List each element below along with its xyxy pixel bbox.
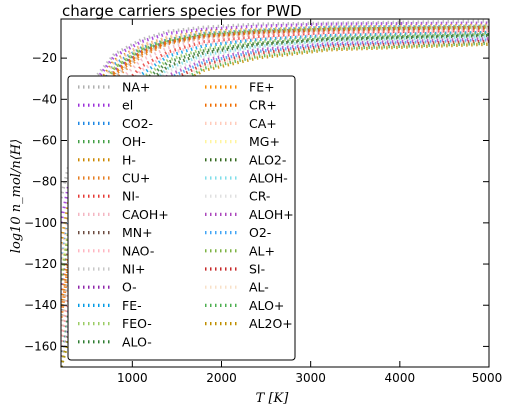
y-tick-label: −160 [24,339,57,353]
legend-label: ALO+ [249,298,284,313]
y-axis-label: log10 n_mol/n⟨H⟩ [9,139,24,253]
x-tick-label: 3000 [295,371,326,385]
series-line-al- [61,25,489,281]
legend-label: H- [122,152,136,167]
legend-label: CO2- [122,116,153,131]
legend-label: CR+ [249,98,277,113]
legend-entry: NA+ [78,80,150,95]
legend-entry: O2- [205,225,271,240]
legend-entry: ALO2- [205,152,286,167]
legend-label: ALO- [122,334,152,349]
legend-label: FE+ [249,80,275,95]
legend-label: FE- [122,298,142,313]
legend-box [67,75,296,361]
legend-entry: CA+ [205,116,277,131]
legend-label: SI- [249,262,265,277]
legend-label: ALO2- [249,152,286,167]
legend-entry: MN+ [78,225,153,240]
legend-label: MN+ [122,225,153,240]
legend-entry: ALOH+ [205,207,294,222]
legend-label: NAO- [122,243,154,258]
legend-entry: NAO- [78,243,154,258]
legend-entry: MG+ [205,134,280,149]
legend-label: CR- [249,189,270,204]
x-tick-label: 5000 [472,371,503,385]
legend-label: NI- [122,189,140,204]
legend-label: OH- [122,134,146,149]
legend-label: O- [122,280,137,295]
legend-label: ALOH- [249,171,288,186]
legend-entry: ALO+ [205,298,284,313]
legend-entry: el [78,98,133,113]
x-axis: 1000 2000 3000 4000 5000 [117,19,502,385]
legend-label: FEO- [122,316,152,331]
y-tick-label: −40 [32,92,57,106]
legend-entry: CAOH+ [78,207,169,222]
plot-frame [60,18,490,368]
y-tick-label: −140 [24,298,57,312]
x-tick-label: 1000 [117,371,148,385]
y-tick-label: −120 [24,257,57,271]
legend-label: NI+ [122,262,146,277]
y-tick-label: −100 [24,216,57,230]
legend-entry: CR- [205,189,270,204]
y-tick-label: −20 [32,51,57,65]
series-line-na- [61,19,489,199]
legend-entry: O- [78,280,137,295]
x-axis-label: T [K] [256,391,290,406]
legend-entry: FEO- [78,316,152,331]
legend-entry: OH- [78,134,146,149]
legend-entry: SI- [205,262,265,277]
legend-label: AL2O+ [249,316,293,331]
legend-entry: ALO- [78,334,152,349]
chart-title: charge carriers species for PWD [62,2,302,20]
legend-entry: AL2O+ [205,316,293,331]
legend-entry: CO2- [78,116,153,131]
y-tick-label: −80 [32,175,57,189]
legend-entry: AL- [205,280,269,295]
legend-label: AL+ [249,243,275,258]
x-tick-label: 2000 [206,371,237,385]
x-tick-label: 4000 [385,371,416,385]
series-line-oh- [61,25,489,285]
legend-label: el [122,98,133,113]
series-line-alo- [61,41,489,367]
legend: NA+ el CO2- OH- H- CU+ NI- CAOH+ MN+ NAO- NI+ O- FE-… [67,75,296,361]
legend-entry: CR+ [205,98,277,113]
legend-label: CU+ [122,171,150,186]
legend-label: O2- [249,225,271,240]
y-tick-label: −60 [32,133,57,147]
legend-entry: NI+ [78,262,146,277]
legend-entry: FE- [78,298,142,313]
series-line-feo- [61,31,489,367]
legend-label: CA+ [249,116,277,131]
legend-label: MG+ [249,134,280,149]
y-axis: −20 −40 −60 −80 −100 −120 −140 −160 [24,51,489,353]
legend-entry: FE+ [205,80,275,95]
legend-label: ALOH+ [249,207,294,222]
legend-entry: AL+ [205,243,275,258]
legend-label: CAOH+ [122,207,169,222]
legend-entry: H- [78,152,136,167]
legend-entry: NI- [78,189,140,204]
legend-entry: ALOH- [205,171,288,186]
legend-label: NA+ [122,80,150,95]
legend-entry: CU+ [78,171,150,186]
legend-label: AL- [249,280,269,295]
